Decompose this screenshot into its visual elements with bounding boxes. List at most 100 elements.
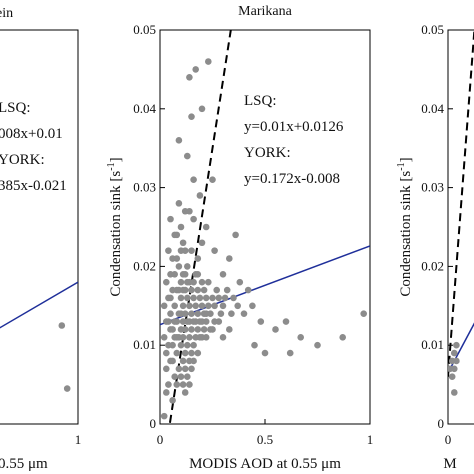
panel-left: ein 1 0.55 μm LSQ: 008x+0.01 YORK: 385x-… (0, 6, 81, 472)
scatter-point (202, 334, 210, 341)
scatter-point (194, 286, 202, 294)
scatter-point (175, 365, 183, 373)
scatter-point (272, 326, 279, 333)
scatter-point (186, 73, 193, 81)
scatter-point (190, 215, 197, 223)
scatter-point (221, 294, 229, 302)
panel-marikana-ann-york-eq: y=0.172x-0.008 (244, 171, 340, 187)
scatter-point (171, 270, 178, 278)
scatter-point (186, 381, 193, 388)
york-fit-line (448, 30, 474, 377)
panel-right-xlabel: M (443, 456, 456, 472)
scatter-point (177, 247, 185, 254)
scatter-point (188, 310, 195, 317)
scatter-point (339, 334, 347, 341)
scatter-point (179, 302, 187, 310)
scatter-point (451, 349, 458, 357)
scatter-point (181, 349, 189, 357)
scatter-point (190, 294, 197, 302)
ylabel-text: Condensation sink [s (398, 171, 414, 297)
scatter-point (173, 255, 181, 262)
scatter-point (63, 385, 71, 392)
scatter-point (181, 365, 189, 373)
scatter-point (194, 270, 202, 278)
scatter-point (198, 302, 206, 310)
scatter-point (173, 334, 181, 341)
scatter-point (215, 294, 223, 302)
scatter-point (257, 318, 265, 325)
scatter-point (179, 286, 187, 294)
scatter-point (194, 310, 202, 317)
panel-left-ann-lsq-eq: 008x+0.01 (0, 126, 63, 142)
scatter-point (202, 294, 210, 302)
scatter-point (163, 365, 170, 373)
scatter-point (177, 294, 185, 302)
scatter-point (209, 294, 216, 302)
scatter-point (451, 365, 458, 373)
scatter-point (232, 231, 239, 239)
scatter-point (202, 223, 210, 231)
ylabel-sup: -1 (396, 162, 407, 170)
panel-right-xtick-0: 0 (445, 432, 452, 447)
scatter-point (184, 263, 191, 270)
scatter-point (230, 294, 237, 302)
scatter-point (177, 373, 185, 381)
scatter-point (171, 373, 178, 381)
scatter-point (282, 318, 290, 325)
scatter-point (192, 66, 199, 73)
scatter-point (181, 207, 189, 215)
lsq-fit-line (160, 245, 370, 326)
scatter-point (188, 286, 195, 294)
scatter-point (211, 318, 218, 325)
scatter-point (163, 318, 170, 325)
scatter-point (228, 310, 235, 317)
scatter-point (171, 318, 178, 325)
plot-frame-right (447, 29, 474, 425)
scatter-point (177, 223, 185, 231)
scatter-point (163, 278, 170, 286)
lsq-fit-line (0, 281, 78, 329)
scatter-point (198, 105, 206, 113)
scatter-point (448, 373, 456, 381)
scatter-point (194, 349, 202, 357)
ytick-label: 0.01 (133, 337, 156, 352)
scatter-point (173, 349, 181, 357)
scatter-point (188, 113, 195, 120)
panel-left-ann-lsq: LSQ: (0, 100, 31, 116)
scatter-point (226, 326, 233, 333)
scatter-point (186, 334, 193, 341)
scatter-point (177, 341, 185, 349)
scatter-point (194, 326, 202, 333)
ytick-label: 0.02 (421, 258, 444, 273)
ytick-label: 0.03 (421, 180, 444, 195)
xtick-label: 0.5 (257, 432, 273, 447)
scatter-point (171, 302, 178, 310)
scatter-point (190, 357, 197, 365)
scatter-point (188, 349, 195, 357)
scatter-point (200, 286, 208, 294)
scatter-point (219, 270, 227, 278)
scatter-point (179, 357, 187, 365)
scatter-point (297, 334, 305, 341)
scatter-point (188, 365, 195, 373)
scatter-point (184, 278, 191, 286)
scatter-point (236, 278, 244, 286)
scatter-point (196, 334, 204, 341)
scatter-point (211, 247, 218, 254)
scatter-point (181, 389, 189, 396)
scatter-point (160, 302, 168, 310)
scatter-point (186, 318, 193, 325)
scatter-point (165, 294, 172, 302)
scatter-point (219, 334, 227, 341)
scatter-point (169, 341, 176, 349)
scatter-point (198, 318, 206, 325)
panel-right: 0 M Condensation sink [s-1] 0 0.01 0.02 0.0… (396, 22, 474, 472)
scatter-point (194, 255, 202, 262)
scatter-point (184, 373, 191, 381)
scatter-point (453, 341, 460, 349)
scatter-point (167, 215, 174, 223)
panel-left-title: ein (0, 6, 13, 21)
scatter-point (198, 239, 206, 247)
scatter-point (205, 278, 212, 286)
scatter-point (196, 192, 204, 199)
